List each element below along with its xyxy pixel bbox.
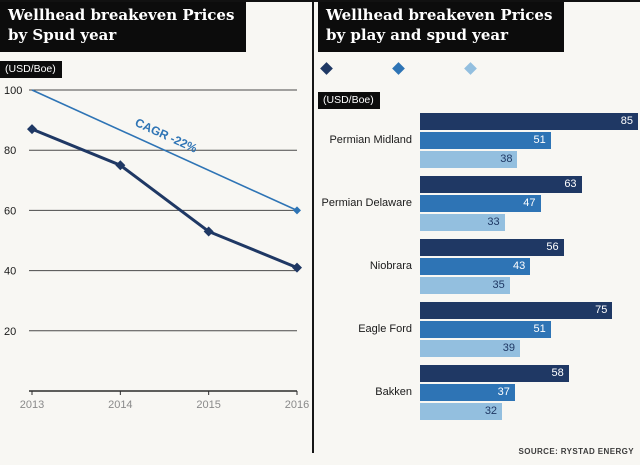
x-tick-label: 2013 xyxy=(20,399,44,411)
bar-value-label: 85 xyxy=(620,115,633,127)
bar-group: Permian Delaware 63 47 33 xyxy=(318,176,638,231)
bar: 33 xyxy=(420,214,505,231)
bar-value-label: 43 xyxy=(513,260,526,272)
y-tick-label: 100 xyxy=(4,85,22,97)
legend xyxy=(320,62,538,75)
bar: 38 xyxy=(420,151,518,168)
x-tick-label: 2014 xyxy=(108,399,132,411)
y-tick-label: 80 xyxy=(4,145,16,157)
trend-end-marker xyxy=(293,206,301,215)
bar: 51 xyxy=(420,132,551,149)
legend-diamond-icon-2 xyxy=(392,62,405,75)
bar: 43 xyxy=(420,258,531,275)
category-label: Bakken xyxy=(375,386,412,399)
bar: 58 xyxy=(420,365,569,382)
bar-value-label: 32 xyxy=(484,405,498,417)
bar-stack: 63 47 33 xyxy=(420,176,638,231)
bar: 39 xyxy=(420,340,521,357)
price-line xyxy=(31,127,298,269)
bar-groups: Permian Midland 85 51 38 Permian Delaware 63 4… xyxy=(318,113,638,420)
y-tick-label: 60 xyxy=(4,205,16,217)
legend-diamond-icon-1 xyxy=(320,62,333,75)
y-tick-label: 20 xyxy=(4,326,16,338)
bar-value-label: 47 xyxy=(523,197,536,209)
left-unit-label: (USD/Boe) xyxy=(0,61,62,78)
category-label: Permian Midland xyxy=(329,134,412,147)
bar-value-label: 58 xyxy=(551,367,564,379)
bar-value-label: 75 xyxy=(595,304,608,316)
price-marker xyxy=(27,124,37,135)
bar-value-label: 56 xyxy=(546,241,559,253)
right-chart-title-line1: Wellhead breakeven Prices xyxy=(326,6,553,24)
category-label: Permian Delaware xyxy=(321,197,412,210)
source-credit: SOURCE: RYSTAD ENERGY xyxy=(518,447,634,456)
bar: 37 xyxy=(420,384,515,401)
bar-value-label: 51 xyxy=(533,134,546,146)
bar-value-label: 37 xyxy=(497,386,510,398)
x-tick-label: 2015 xyxy=(196,399,220,411)
bar-group: Eagle Ford 75 51 39 xyxy=(318,302,638,357)
bar-group: Permian Midland 85 51 38 xyxy=(318,113,638,168)
bar-stack: 75 51 39 xyxy=(420,302,638,357)
category-label: Eagle Ford xyxy=(358,323,412,336)
bar-value-label: 33 xyxy=(487,216,500,228)
bar: 63 xyxy=(420,176,582,193)
bar-value-label: 63 xyxy=(564,178,577,190)
bar: 35 xyxy=(420,277,510,294)
bar-value-label: 38 xyxy=(500,153,513,165)
bar-stack: 85 51 38 xyxy=(420,113,638,168)
legend-diamond-icon-3 xyxy=(464,62,477,75)
left-chart-title-line1: Wellhead breakeven Prices xyxy=(8,6,235,24)
bar-stack: 58 37 32 xyxy=(420,365,638,420)
bar: 47 xyxy=(420,195,541,212)
bar-group: Niobrara 56 43 35 xyxy=(318,239,638,294)
trend-line xyxy=(31,89,298,212)
x-tick-label: 2016 xyxy=(285,399,309,411)
bar: 85 xyxy=(420,113,638,130)
price-marker xyxy=(292,262,302,273)
left-chart-title-line2: by Spud year xyxy=(8,25,117,44)
bar: 56 xyxy=(420,239,564,256)
right-unit-label: (USD/Boe) xyxy=(318,92,380,109)
bar: 75 xyxy=(420,302,613,319)
panel-divider xyxy=(312,2,314,453)
price-marker xyxy=(203,226,214,237)
bar-value-label: 39 xyxy=(502,342,516,354)
right-chart-title-line2: by play and spud year xyxy=(326,25,509,44)
bar-value-label: 35 xyxy=(492,279,505,291)
right-chart-title: Wellhead breakeven Prices by play and sp… xyxy=(318,2,565,52)
bar-group: Bakken 58 37 32 xyxy=(318,365,638,420)
category-label: Niobrara xyxy=(369,260,412,273)
left-chart-title: Wellhead breakeven Prices by Spud year xyxy=(0,2,247,52)
bar: 32 xyxy=(420,403,503,420)
bar: 51 xyxy=(420,321,551,338)
bar-value-label: 51 xyxy=(533,323,546,335)
price-marker xyxy=(115,160,126,171)
bar-stack: 56 43 35 xyxy=(420,239,638,294)
y-tick-label: 40 xyxy=(4,266,16,278)
